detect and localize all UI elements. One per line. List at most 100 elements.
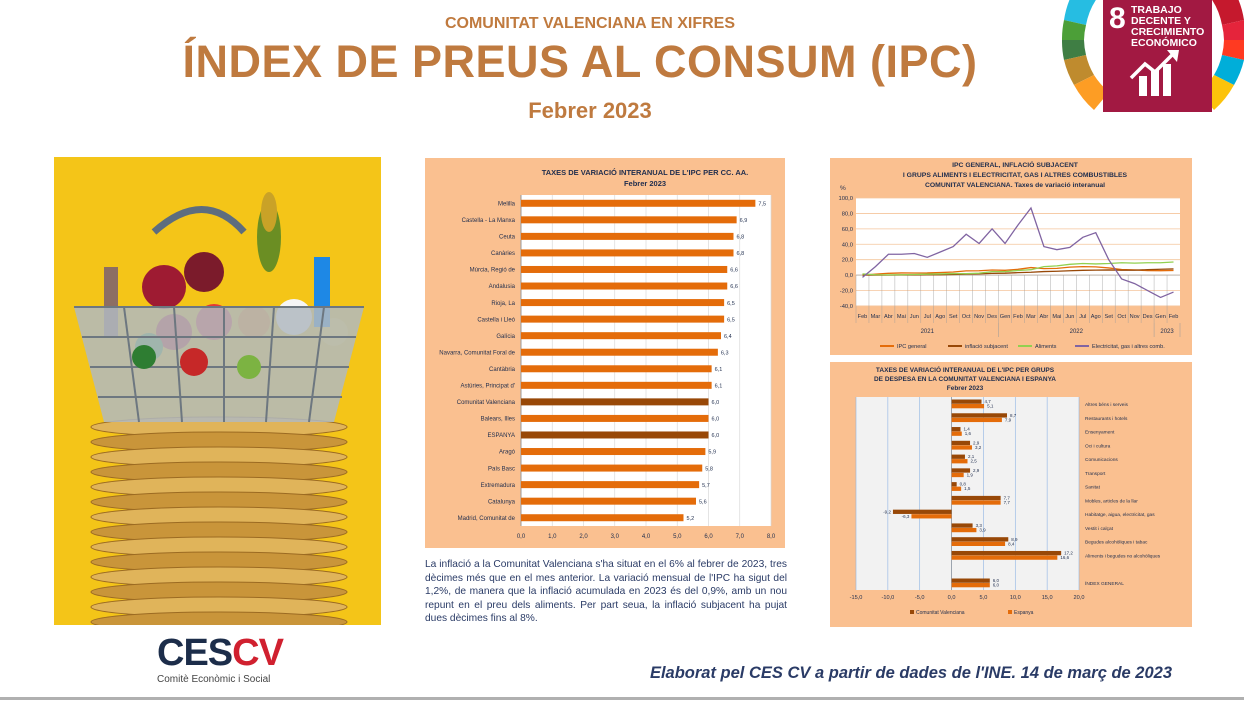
category-label: Canàries: [491, 251, 515, 257]
legend-swatch: [1008, 610, 1012, 614]
x-tick-label: Mar: [871, 314, 881, 320]
x-tick-label: 5,0: [673, 534, 682, 540]
x-tick-label: Ago: [935, 314, 945, 320]
x-tick-label: Gen: [1155, 314, 1166, 320]
chart-title-line: I GRUPS ALIMENTS I ELECTRICITAT, GAS I A…: [903, 172, 1128, 179]
page-title: ÍNDEX DE PREUS AL CONSUM (IPC): [182, 36, 978, 87]
data-label: 3,9: [979, 528, 986, 533]
x-tick-label: 20,0: [1074, 595, 1085, 601]
data-label: 7,7: [1004, 495, 1011, 500]
data-label: 7,5: [758, 201, 766, 207]
x-tick-label: Des: [1143, 314, 1153, 320]
data-label: 6,4: [724, 334, 732, 340]
logo-accent: CV: [232, 632, 284, 674]
bar: [521, 414, 709, 422]
x-tick-label: Set: [949, 314, 958, 320]
chart-ipc-trend: IPC GENERAL, INFLACIÓ SUBJACENT I GRUPS A…: [830, 158, 1192, 355]
plot-area: [856, 198, 1180, 306]
coin: [90, 611, 348, 625]
x-tick-label: 1,0: [548, 534, 557, 540]
x-tick-label: 10,0: [1010, 595, 1021, 601]
y-tick-label: 20,0: [842, 258, 853, 264]
category-label: Balears, Illes: [481, 417, 515, 423]
category-label: Mobles, articles de la llar: [1085, 498, 1138, 504]
x-tick-label: Mai: [1052, 314, 1061, 320]
sdg-goal-8: 8 TRABAJO DECENTE Y CRECIMIENTO ECONÓMIC…: [1103, 0, 1212, 112]
sdg-wheel-icon: [1062, 0, 1244, 110]
category-label: Catalunya: [488, 499, 516, 505]
bar: [951, 413, 1008, 418]
bar: [521, 431, 709, 439]
y-tick-label: 100,0: [838, 196, 853, 202]
bar: [892, 509, 952, 514]
data-label: 6,6: [730, 268, 738, 274]
x-tick-label: Jun: [910, 314, 919, 320]
legend-label: Electricitat, gas i altres comb.: [1092, 344, 1165, 350]
data-label: 6,5: [727, 317, 735, 323]
category-label: País Basc: [488, 466, 515, 472]
x-tick-label: Feb: [1013, 314, 1023, 320]
x-tick-label: Set: [1105, 314, 1114, 320]
data-label: 5,8: [705, 466, 713, 472]
bar: [521, 398, 709, 406]
data-label: 6,0: [712, 400, 720, 406]
x-tick-label: Oct: [1117, 314, 1126, 320]
bar: [521, 265, 728, 273]
category-label: Andalusia: [489, 284, 516, 290]
bar: [951, 555, 1058, 560]
chart-title-line: Febrer 2023: [947, 385, 984, 392]
legend-label: IPC general: [897, 344, 927, 350]
data-label: 6,0: [993, 583, 1000, 588]
legend-label: Aliments: [1035, 344, 1057, 350]
bar: [951, 440, 971, 446]
category-label: Castella i Lleó: [477, 317, 515, 323]
category-label: Cantàbria: [489, 367, 516, 373]
x-tick-label: Feb: [1169, 314, 1179, 320]
bar: [521, 365, 712, 373]
x-tick-label: Abr: [884, 314, 893, 320]
bar: [951, 445, 972, 450]
category-label: Astúries, Principat d': [460, 384, 515, 390]
data-label: 6,8: [737, 251, 745, 257]
data-label: 17,2: [1064, 551, 1073, 556]
bar: [521, 315, 725, 323]
data-label: 8,7: [1010, 413, 1017, 418]
category-label: Altres béns i serveis: [1085, 402, 1129, 408]
bar: [951, 468, 971, 473]
legend-swatch: [910, 610, 914, 614]
logo-main: CES: [157, 632, 233, 674]
bar: [951, 523, 973, 528]
bar: [521, 282, 728, 290]
kicker: COMUNITAT VALENCIANA EN XIFRES: [444, 15, 736, 32]
x-tick-label: 5,0: [980, 595, 988, 601]
y-tick-label: 0,0: [845, 273, 853, 279]
category-label: Comunitat Valenciana: [457, 400, 516, 406]
category-label: Ceuta: [499, 235, 516, 241]
footer-divider: [0, 697, 1244, 700]
x-tick-label: 6,0: [704, 534, 713, 540]
data-label: 3,3: [976, 523, 983, 528]
x-tick-label: 3,0: [611, 534, 620, 540]
sdg-number: 8: [1109, 2, 1126, 35]
x-tick-label: Abr: [1040, 314, 1049, 320]
logo-subtitle: Comitè Econòmic i Social: [157, 674, 271, 685]
bar: [951, 527, 977, 533]
chart-title: TAXES DE VARIACIÓ INTERANUAL DE L'IPC PE…: [542, 168, 749, 177]
data-label: 2,9: [973, 468, 980, 473]
data-label: 1,4: [963, 427, 970, 432]
data-label: 5,1: [987, 404, 994, 409]
data-label: 1,5: [964, 486, 971, 491]
year-label: 2022: [1070, 329, 1084, 335]
x-tick-label: Jul: [1079, 314, 1086, 320]
series-line: [862, 261, 1174, 276]
bar: [521, 448, 706, 456]
category-label: Oci i cultura: [1085, 443, 1111, 449]
data-label: -9,2: [883, 509, 891, 514]
bar: [521, 332, 721, 340]
category-label: ESPANYA: [488, 433, 515, 439]
bar: [951, 550, 1062, 556]
bar: [951, 417, 1002, 423]
x-tick-label: 15,0: [1042, 595, 1053, 601]
category-label: Restaurants i hotels: [1085, 416, 1128, 422]
x-tick-label: 0,0: [948, 595, 956, 601]
